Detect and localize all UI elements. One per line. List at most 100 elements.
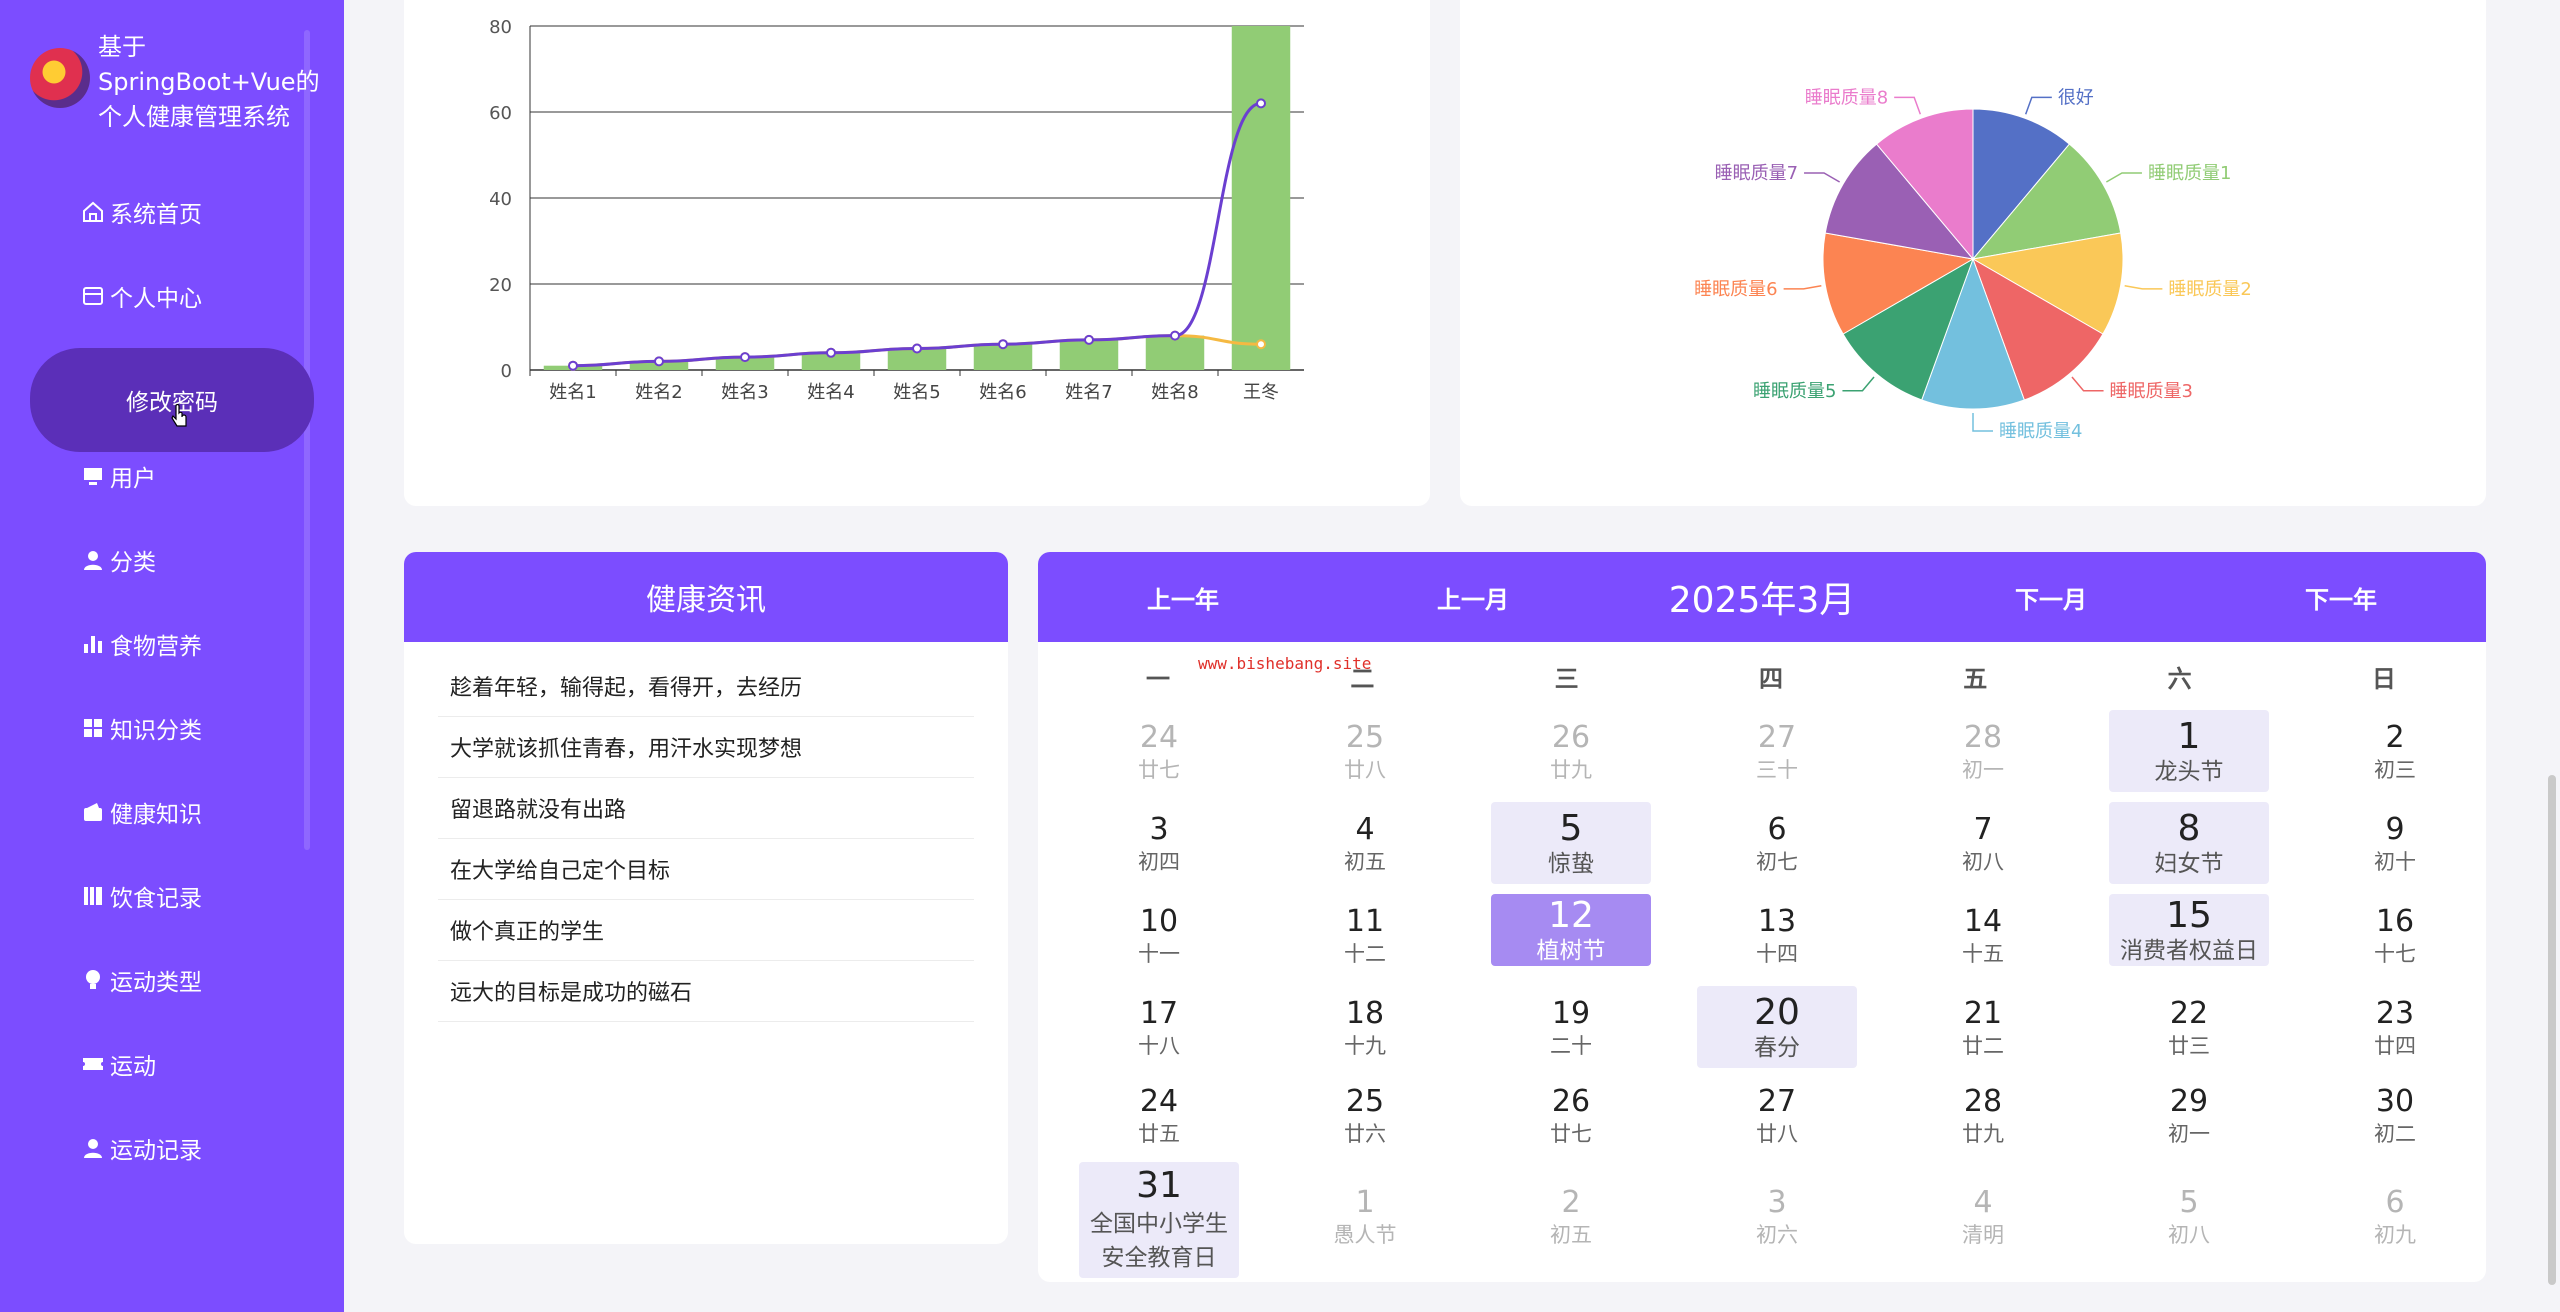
sidebar-item-users[interactable]: 用户 (30, 434, 314, 518)
day-lunar-label: 初八 (2168, 1223, 2210, 1247)
next-month-button[interactable]: 下一月 (2015, 585, 2087, 614)
calendar-day-selected[interactable]: 12 植树节 (1491, 894, 1651, 966)
calendar-day[interactable]: 7 初八 (1903, 802, 2063, 886)
weekday-label: 二 (1350, 664, 1375, 693)
news-item[interactable]: 远大的目标是成功的磁石 (438, 961, 974, 1022)
calendar-day-cell: 31 全国中小学生安全教育日 (1056, 1162, 1262, 1280)
calendar-day[interactable]: 1 愚人节 (1285, 1162, 1445, 1272)
calendar-day[interactable]: 5 初八 (2109, 1162, 2269, 1272)
news-item[interactable]: 趁着年轻，输得起，看得开，去经历 (438, 656, 974, 717)
calendar-day[interactable]: 4 初五 (1285, 802, 1445, 886)
sidebar-item-category[interactable]: 分类 (30, 518, 314, 602)
day-number: 20 (1754, 992, 1800, 1033)
calendar-day[interactable]: 24 廿七 (1079, 710, 1239, 794)
prev-year-button[interactable]: 上一年 (1147, 585, 1219, 614)
calendar-day-cell: 14 十五 (1880, 894, 2086, 986)
sidebar-item-sport-type[interactable]: 运动类型 (30, 938, 314, 1022)
calendar-day[interactable]: 20 春分 (1697, 986, 1857, 1068)
calendar-day[interactable]: 17 十八 (1079, 986, 1239, 1070)
calendar-day[interactable]: 28 初一 (1903, 710, 2063, 794)
sidebar-item-label: 用户 (110, 466, 156, 492)
calendar-day[interactable]: 3 初四 (1079, 802, 1239, 886)
page-scrollbar[interactable] (2548, 775, 2556, 1285)
day-number: 4 (1973, 1185, 1993, 1220)
calendar-day[interactable]: 30 初二 (2315, 1078, 2475, 1154)
calendar-day[interactable]: 6 初九 (2315, 1162, 2475, 1272)
user-icon (80, 547, 106, 573)
calendar-day[interactable]: 14 十五 (1903, 894, 2063, 978)
next-year-button[interactable]: 下一年 (2305, 585, 2377, 614)
calendar-day[interactable]: 13 十四 (1697, 894, 1857, 978)
sidebar-item-sport-record[interactable]: 运动记录 (30, 1106, 314, 1190)
sidebar-item-label: 系统首页 (110, 202, 202, 228)
calendar-day[interactable]: 16 十七 (2315, 894, 2475, 978)
calendar-day-cell: 26 廿七 (1468, 1078, 1674, 1162)
calendar-day[interactable]: 1 龙头节 (2109, 710, 2269, 792)
sidebar-item-health-knowledge[interactable]: 健康知识 (30, 770, 314, 854)
x-tick-label: 王冬 (1243, 382, 1279, 403)
news-item[interactable]: 在大学给自己定个目标 (438, 839, 974, 900)
calendar-day-cell: 20 春分 (1674, 986, 1880, 1078)
calendar-day[interactable]: 2 初三 (2315, 710, 2475, 794)
calendar-day[interactable]: 15 消费者权益日 (2109, 894, 2269, 966)
day-lunar-label: 惊蛰 (1548, 851, 1594, 877)
calendar-day[interactable]: 3 初六 (1697, 1162, 1857, 1272)
calendar-day[interactable]: 29 初一 (2109, 1078, 2269, 1154)
pie-slice (1971, 232, 2124, 335)
day-lunar-label: 廿九 (1962, 1122, 2004, 1146)
calendar-day[interactable]: 28 廿九 (1903, 1078, 2063, 1154)
sidebar-item-sport[interactable]: 运动 (30, 1022, 314, 1106)
calendar-day[interactable]: 2 初五 (1491, 1162, 1651, 1272)
bar-chart-card: 0 20 40 60 80 姓名1 姓名2 姓名3 姓名4 姓名5 姓名6 姓名7 姓名8 王冬 (404, 0, 1430, 506)
line-point (740, 352, 750, 363)
calendar-day-cell: 25 廿六 (1262, 1078, 1468, 1162)
calendar-day[interactable]: 26 廿七 (1491, 1078, 1651, 1154)
prev-month-button[interactable]: 上一月 (1437, 585, 1509, 614)
day-lunar-label: 初二 (2374, 1122, 2416, 1146)
sidebar-item-profile[interactable]: 个人中心 (30, 254, 314, 338)
calendar-week-row: 17 十八 18 十九 19 二十 20 春分 21 廿二 22 廿三 23 廿四 (1056, 986, 2486, 1078)
calendar-day[interactable]: 6 初七 (1697, 802, 1857, 886)
watermark: www.bishebang.site (1198, 654, 1372, 673)
bar (801, 352, 861, 370)
calendar-day[interactable]: 25 廿六 (1285, 1078, 1445, 1154)
calendar-day[interactable]: 5 惊蛰 (1491, 802, 1651, 884)
health-news-card: 健康资讯 趁着年轻，输得起，看得开，去经历 大学就该抓住青春，用汗水实现梦想 留… (404, 552, 1008, 1244)
calendar-day[interactable]: 27 廿八 (1697, 1078, 1857, 1154)
sidebar-item-knowledge-category[interactable]: 知识分类 (30, 686, 314, 770)
line-point (912, 343, 922, 354)
calendar-day[interactable]: 27 三十 (1697, 710, 1857, 794)
calendar-day[interactable]: 18 十九 (1285, 986, 1445, 1070)
calendar-day[interactable]: 11 十二 (1285, 894, 1445, 978)
calendar-day[interactable]: 8 妇女节 (2109, 802, 2269, 884)
day-lunar-label: 初三 (2374, 758, 2416, 782)
calendar-day[interactable]: 21 廿二 (1903, 986, 2063, 1070)
pie-label-line (2071, 376, 2104, 392)
sidebar-item-home[interactable]: 系统首页 (30, 170, 314, 254)
calendar-day[interactable]: 24 廿五 (1079, 1078, 1239, 1154)
news-item[interactable]: 留退路就没有出路 (438, 778, 974, 839)
day-lunar-label: 十九 (1344, 1034, 1386, 1058)
sidebar-item-change-password[interactable]: 修改密码 (30, 348, 314, 452)
calendar-day[interactable]: 22 廿三 (2109, 986, 2269, 1070)
news-item[interactable]: 做个真正的学生 (438, 900, 974, 961)
calendar-day[interactable]: 31 全国中小学生安全教育日 (1079, 1162, 1239, 1278)
app-title: 基于SpringBoot+Vue的个人健康管理系统 (98, 33, 320, 131)
calendar-day[interactable]: 10 十一 (1079, 894, 1239, 978)
calendar-day[interactable]: 23 廿四 (2315, 986, 2475, 1070)
sidebar-item-label: 健康知识 (110, 802, 202, 828)
bar (1145, 335, 1205, 370)
sidebar-item-food-nutrition[interactable]: 食物营养 (30, 602, 314, 686)
calendar-day[interactable]: 26 廿九 (1491, 710, 1651, 794)
pie-slice (1972, 108, 2071, 261)
day-number: 23 (2375, 996, 2415, 1031)
calendar-day[interactable]: 25 廿八 (1285, 710, 1445, 794)
sidebar-item-diet-record[interactable]: 饮食记录 (30, 854, 314, 938)
sidebar-scrollbar[interactable] (304, 30, 310, 850)
calendar-day[interactable]: 9 初十 (2315, 802, 2475, 886)
calendar-day[interactable]: 19 二十 (1491, 986, 1651, 1070)
pie-slice (1842, 257, 1974, 401)
day-lunar-label: 十七 (2374, 942, 2416, 966)
news-item[interactable]: 大学就该抓住青春，用汗水实现梦想 (438, 717, 974, 778)
calendar-day[interactable]: 4 清明 (1903, 1162, 2063, 1272)
